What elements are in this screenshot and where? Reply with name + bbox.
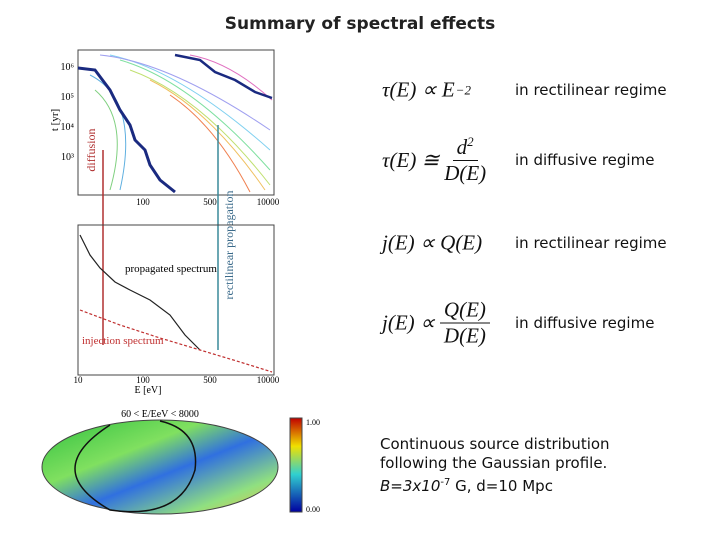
slide-title: Summary of spectral effects — [224, 14, 496, 34]
formula: j(E) ∝ Q(E) — [382, 231, 482, 256]
formula: τ(E) ∝ E −2 — [382, 78, 471, 103]
caption-line: following the Gaussian profile. — [380, 454, 608, 472]
boundary — [77, 66, 176, 194]
tick-label: 10 — [74, 375, 84, 385]
regime-label: in rectilinear regime — [515, 81, 667, 99]
caption-line: B=3x10-7 G, d=10 Mpc — [380, 473, 610, 496]
caption-text: B=3x10 — [380, 477, 441, 495]
middle-plot-frame — [77, 224, 275, 376]
figures: t [yr] 10⁶ 10⁵ 10⁴ 10³ 100 500 10000 dif… — [41, 49, 320, 515]
tick-label: 10³ — [61, 152, 74, 163]
contours — [89, 54, 273, 193]
fraction: d2 D(E) — [444, 134, 486, 186]
color-bar — [289, 417, 303, 513]
numerator-text: d — [456, 135, 468, 159]
numerator: d2 — [452, 134, 478, 161]
tick-label: 10⁵ — [61, 92, 75, 103]
denominator: D(E) — [443, 323, 486, 348]
caption-exponent: -7 — [440, 477, 451, 488]
formula-exponent: −2 — [455, 82, 471, 97]
injection-curve — [79, 309, 273, 373]
tick-label: 500 — [203, 375, 217, 385]
regime-label: in diffusive regime — [515, 151, 655, 169]
tick-label: 10000 — [257, 375, 280, 385]
formula-lhs: j(E) ∝ — [382, 310, 435, 335]
y-label: t [yr] — [49, 109, 61, 131]
formula-lhs: j(E) ∝ Q(E) — [382, 230, 483, 255]
tick-label: 100 — [136, 375, 150, 385]
x-label: E [eV] — [135, 385, 162, 396]
formula: j(E) ∝ Q(E) D(E) — [382, 298, 490, 349]
annotation: propagated spectrum — [125, 263, 217, 275]
annotation: rectilinear propagation — [222, 191, 236, 300]
annotation: diffusion — [84, 128, 98, 171]
tick-label: 10000 — [257, 197, 280, 207]
tick-label: 500 — [203, 197, 217, 207]
tick-label: 0.00 — [306, 505, 320, 514]
top-plot-frame — [77, 49, 275, 196]
formula: τ(E) ≅ d2 D(E) — [382, 134, 486, 186]
caption-text: G, d=10 Mpc — [450, 477, 553, 495]
sky-map — [41, 419, 279, 515]
numerator-exponent: 2 — [467, 134, 474, 149]
spectrum-curve — [79, 234, 201, 351]
denominator: D(E) — [444, 161, 487, 185]
map-title: 60 < E/EeV < 8000 — [121, 409, 199, 420]
numerator-text: Q(E) — [443, 297, 486, 322]
numerator: Q(E) — [439, 297, 490, 324]
formula-lhs: τ(E) ∝ E — [382, 77, 455, 102]
formula-lhs: τ(E) ≅ — [382, 147, 440, 172]
caption: Continuous source distribution following… — [380, 435, 610, 496]
map-contour — [74, 420, 197, 513]
boundary — [174, 53, 273, 100]
tick-label: 10⁶ — [61, 62, 75, 73]
annotation: injection spectrum — [82, 335, 164, 347]
tick-label: 100 — [136, 197, 150, 207]
caption-line: Continuous source distribution — [380, 435, 610, 453]
regime-label: in rectilinear regime — [515, 234, 667, 252]
fraction: Q(E) D(E) — [439, 297, 490, 349]
tick-label: 10⁴ — [61, 122, 75, 133]
regime-label: in diffusive regime — [515, 314, 655, 332]
tick-label: 1.00 — [306, 418, 320, 427]
